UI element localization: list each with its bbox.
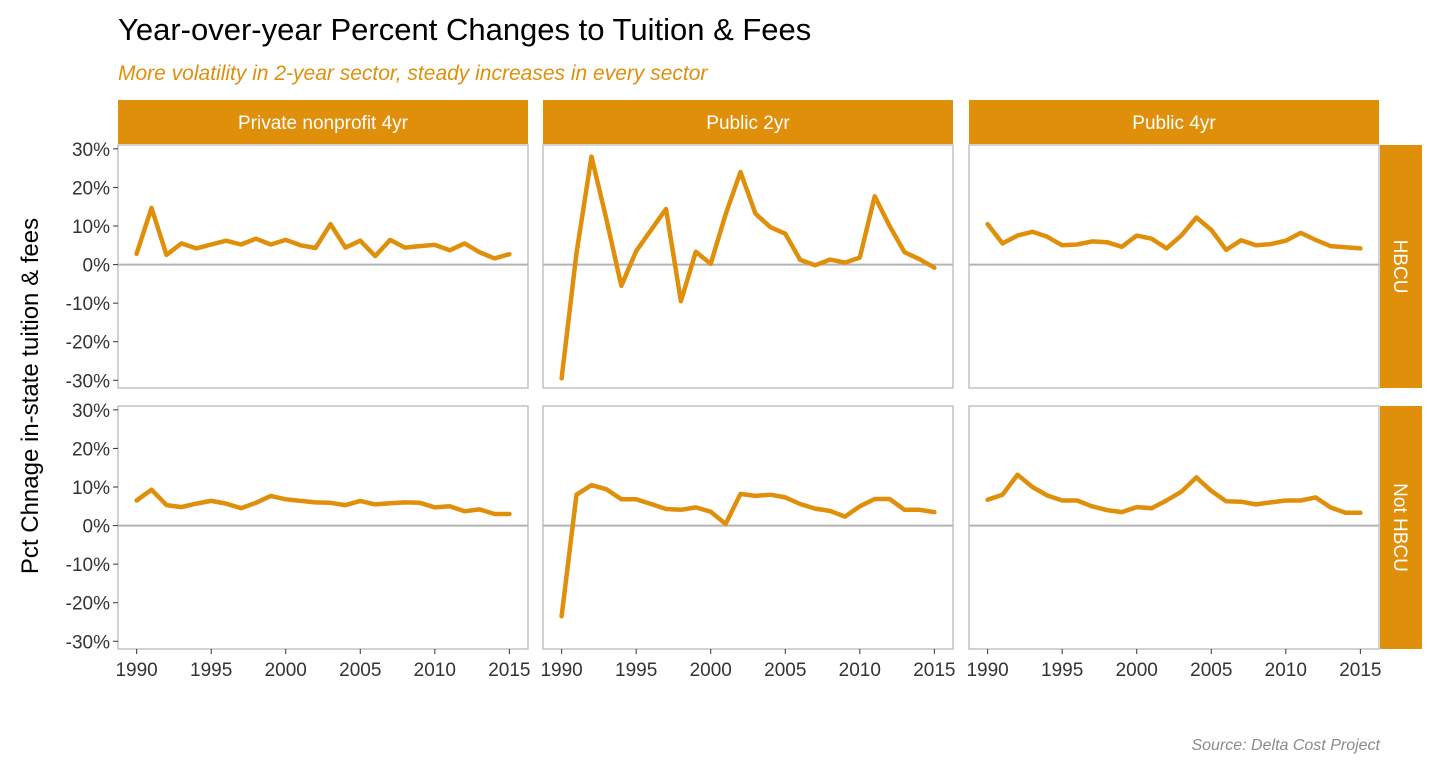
- y-tick-label: 10%: [72, 478, 110, 499]
- x-tick-label: 2010: [414, 660, 456, 681]
- series-line: [559, 482, 937, 619]
- y-tick-label: 30%: [72, 401, 110, 422]
- chart-title: Year-over-year Percent Changes to Tuitio…: [118, 12, 811, 47]
- y-tick-label: -20%: [66, 594, 110, 615]
- chart-caption: Source: Delta Cost Project: [1191, 737, 1380, 754]
- facet-strip-label: Public 2yr: [706, 113, 790, 134]
- panel-hbcu-public-2yr: [542, 144, 954, 389]
- x-tick-label: 2000: [1116, 660, 1158, 681]
- panel-hbcu-private-nonprofit-4yr: [117, 144, 529, 389]
- facet-row-strip-label: HBCU: [1389, 240, 1410, 294]
- facet-row-strip-label: Not HBCU: [1389, 483, 1410, 572]
- facet-row-strip-bg: [1380, 406, 1422, 649]
- x-tick-label: 2000: [690, 660, 732, 681]
- facet-strip-public-4yr: Public 4yr: [969, 100, 1379, 144]
- panel-not-hbcu-private-nonprofit-4yr: [117, 405, 529, 650]
- x-tick-label: 2000: [265, 660, 307, 681]
- series-line: [134, 205, 512, 261]
- series-line: [134, 487, 512, 517]
- y-tick-label: 30%: [72, 140, 110, 161]
- y-tick-label: 10%: [72, 217, 110, 238]
- x-tick-label: 2005: [339, 660, 381, 681]
- facet-row-strip-hbcu: HBCU: [1380, 145, 1422, 388]
- y-tick-label: -30%: [66, 371, 110, 392]
- y-tick-label: -10%: [66, 555, 110, 576]
- x-tick-label: 1990: [540, 660, 582, 681]
- facet-row-strip-not-hbcu: Not HBCU: [1380, 406, 1422, 649]
- x-axis-public-4yr: 1990 1995 2000 2005 2010 2015: [966, 649, 1382, 681]
- facet-strip-bg: [969, 100, 1379, 144]
- x-tick-label: 2005: [764, 660, 806, 681]
- y-axis-hbcu: -30% -20% -10% 0% 10% 20% 30%: [66, 140, 118, 392]
- panel-not-hbcu-public-4yr: [968, 405, 1380, 650]
- panel-frame: [968, 405, 1380, 650]
- panel-frame: [968, 144, 1380, 389]
- panel-not-hbcu-public-2yr: [542, 405, 954, 650]
- facet-strip-label: Private nonprofit 4yr: [238, 113, 409, 134]
- y-tick-label: 0%: [83, 517, 111, 538]
- series-line: [985, 472, 1363, 516]
- y-tick-label: -10%: [66, 294, 110, 315]
- facet-strip-bg: [543, 100, 953, 144]
- panel-frame: [542, 144, 954, 389]
- x-tick-label: 1995: [1041, 660, 1083, 681]
- panel-hbcu-public-4yr: [968, 144, 1380, 389]
- series-line: [559, 154, 937, 381]
- x-tick-label: 2010: [839, 660, 881, 681]
- facet-strip-public-2yr: Public 2yr: [543, 100, 953, 144]
- x-tick-label: 2005: [1190, 660, 1232, 681]
- y-tick-label: -20%: [66, 333, 110, 354]
- x-axis-private-nonprofit-4yr: 1990 1995 2000 2005 2010 2015: [115, 649, 531, 681]
- y-tick-label: 20%: [72, 178, 110, 199]
- x-tick-label: 1995: [615, 660, 657, 681]
- panel-frame: [117, 405, 529, 650]
- chart-subtitle: More volatility in 2-year sector, steady…: [118, 62, 708, 85]
- y-tick-label: 20%: [72, 439, 110, 460]
- facet-row-strip-bg: [1380, 145, 1422, 388]
- y-axis-label: Pct Chnage in-state tuition & fees: [17, 218, 44, 574]
- panel-frame: [117, 144, 529, 389]
- x-tick-label: 1990: [966, 660, 1008, 681]
- x-tick-label: 2015: [913, 660, 955, 681]
- facet-strip-private-nonprofit-4yr: Private nonprofit 4yr: [118, 100, 528, 144]
- x-tick-label: 2015: [488, 660, 530, 681]
- x-tick-label: 1995: [190, 660, 232, 681]
- facet-strip-label: Public 4yr: [1132, 113, 1216, 134]
- y-axis-not-hbcu: -30% -20% -10% 0% 10% 20% 30%: [66, 401, 118, 653]
- y-tick-label: 0%: [83, 256, 111, 277]
- x-tick-label: 2010: [1265, 660, 1307, 681]
- panel-frame: [542, 405, 954, 650]
- plot-area: Private nonprofit 4yr Public 2yr Public 4y…: [66, 100, 1422, 681]
- x-tick-label: 2015: [1339, 660, 1381, 681]
- x-tick-label: 1990: [115, 660, 157, 681]
- facet-strip-bg: [118, 100, 528, 144]
- series-line: [985, 215, 1363, 253]
- y-tick-label: -30%: [66, 632, 110, 653]
- x-axis-public-2yr: 1990 1995 2000 2005 2010 2015: [540, 649, 956, 681]
